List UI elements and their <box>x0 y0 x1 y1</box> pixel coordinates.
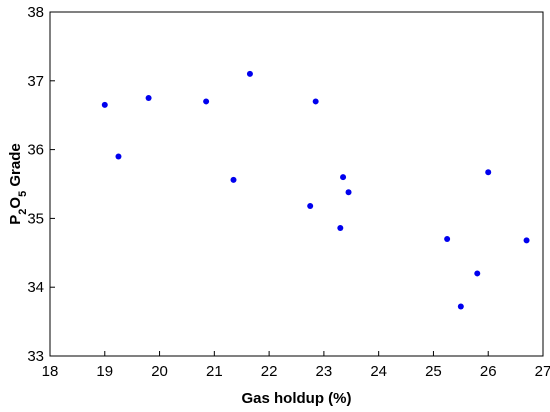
y-tick-label: 38 <box>27 4 44 21</box>
data-point <box>115 153 122 160</box>
data-point <box>307 203 314 210</box>
data-point <box>345 189 352 196</box>
data-point <box>444 236 451 243</box>
x-tick-label: 23 <box>316 363 333 380</box>
x-tick-label: 21 <box>206 363 223 380</box>
data-point <box>523 237 530 244</box>
data-point <box>312 98 319 105</box>
x-tick-label: 20 <box>151 363 168 380</box>
data-point <box>230 176 237 183</box>
x-axis-title: Gas holdup (%) <box>242 390 352 407</box>
data-point <box>101 101 108 108</box>
x-tick-label: 26 <box>480 363 497 380</box>
x-tick-label: 19 <box>96 363 113 380</box>
x-tick-label: 18 <box>42 363 59 380</box>
x-tick-label: 27 <box>535 363 550 380</box>
data-point <box>203 98 210 105</box>
y-tick-label: 34 <box>27 279 44 296</box>
y-tick-label: 33 <box>27 348 44 365</box>
x-tick-label: 25 <box>425 363 442 380</box>
data-point <box>337 225 344 232</box>
data-point <box>340 174 347 181</box>
y-axis-ticks: 33 34 35 36 37 38 <box>27 4 55 365</box>
data-point <box>145 95 152 101</box>
y-tick-label: 37 <box>27 73 44 90</box>
data-points <box>101 70 530 310</box>
y-tick-label: 35 <box>27 210 44 227</box>
data-point <box>485 169 492 176</box>
y-tick-label: 36 <box>27 142 44 159</box>
data-point <box>246 70 253 77</box>
y-axis-title: P2O5 Grade <box>7 143 29 224</box>
x-tick-label: 24 <box>370 363 387 380</box>
data-point <box>457 303 464 310</box>
x-axis-ticks: 18 19 20 21 22 23 24 25 26 27 <box>42 351 550 380</box>
plot-frame <box>49 11 544 357</box>
data-point <box>474 270 481 277</box>
x-tick-label: 22 <box>261 363 278 380</box>
